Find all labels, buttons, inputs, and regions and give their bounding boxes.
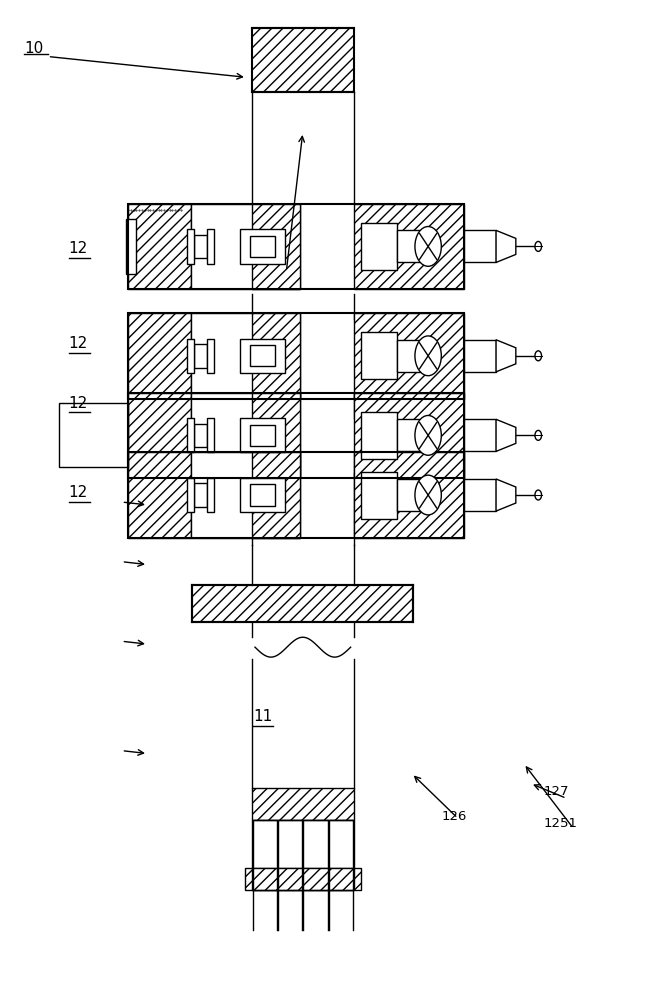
Circle shape (415, 475, 442, 515)
Bar (397, 340, 420, 372)
Bar (239, 478, 285, 512)
Bar (464, 340, 496, 372)
Bar (194, 235, 207, 258)
Bar (192, 585, 413, 622)
Bar (191, 313, 299, 399)
Bar (128, 452, 191, 538)
Bar (245, 868, 360, 890)
Bar (128, 393, 191, 478)
Bar (250, 484, 275, 506)
Text: 126: 126 (442, 810, 467, 823)
Bar (303, 868, 328, 890)
Bar (207, 418, 214, 452)
Bar (329, 868, 353, 890)
Bar (354, 204, 464, 289)
Bar (253, 868, 277, 890)
Bar (128, 452, 464, 538)
Bar (239, 339, 285, 373)
Bar (128, 204, 464, 289)
Bar (128, 313, 464, 399)
Bar (239, 229, 285, 264)
Bar (397, 479, 420, 511)
Bar (250, 345, 275, 366)
Bar (464, 479, 496, 511)
Bar (188, 339, 194, 373)
Bar (191, 204, 299, 289)
Text: 1251: 1251 (543, 817, 577, 830)
Text: 11: 11 (253, 709, 273, 724)
Bar (126, 219, 136, 274)
Bar (252, 820, 354, 890)
Bar (188, 478, 194, 512)
Bar (464, 230, 496, 262)
Bar (360, 332, 397, 379)
Text: 12: 12 (68, 395, 88, 410)
Bar (252, 393, 299, 478)
Bar (191, 393, 299, 478)
Bar (397, 230, 420, 262)
Circle shape (415, 336, 442, 376)
Circle shape (415, 415, 442, 455)
Bar (360, 412, 397, 459)
Bar (252, 313, 299, 399)
Bar (303, 820, 328, 868)
Bar (464, 419, 496, 451)
Bar (252, 452, 299, 538)
Bar (194, 344, 207, 368)
Bar (360, 223, 397, 270)
Bar (191, 452, 299, 538)
Wedge shape (420, 424, 428, 447)
Bar (250, 425, 275, 446)
Polygon shape (496, 419, 516, 451)
Bar (329, 820, 353, 868)
Bar (250, 236, 275, 257)
Bar (278, 820, 303, 868)
Text: 10: 10 (24, 41, 43, 56)
Polygon shape (496, 340, 516, 372)
Bar (188, 418, 194, 452)
Bar (207, 339, 214, 373)
Circle shape (535, 241, 541, 251)
Polygon shape (496, 479, 516, 511)
Bar (354, 313, 464, 399)
Bar (253, 820, 277, 868)
Bar (59, 403, 128, 467)
Circle shape (535, 351, 541, 361)
Bar (128, 313, 191, 399)
Bar (194, 483, 207, 507)
Bar (194, 424, 207, 447)
Bar (252, 28, 354, 92)
Wedge shape (420, 345, 428, 367)
Wedge shape (420, 484, 428, 506)
Bar (188, 229, 194, 264)
Bar (207, 478, 214, 512)
Bar (239, 418, 285, 452)
Bar (278, 868, 303, 890)
Bar (397, 419, 420, 451)
Text: 12: 12 (68, 241, 88, 256)
Text: 12: 12 (68, 485, 88, 500)
Text: 127: 127 (543, 785, 569, 798)
Text: 12: 12 (68, 336, 88, 351)
Circle shape (535, 430, 541, 440)
Bar (252, 204, 299, 289)
Bar (354, 452, 464, 538)
Bar (207, 229, 214, 264)
Bar (354, 393, 464, 478)
Wedge shape (420, 235, 428, 258)
Circle shape (535, 490, 541, 500)
Polygon shape (496, 230, 516, 262)
Bar (360, 472, 397, 519)
Bar (252, 788, 354, 820)
Circle shape (415, 227, 442, 266)
Bar (128, 393, 464, 478)
Bar (128, 204, 191, 289)
